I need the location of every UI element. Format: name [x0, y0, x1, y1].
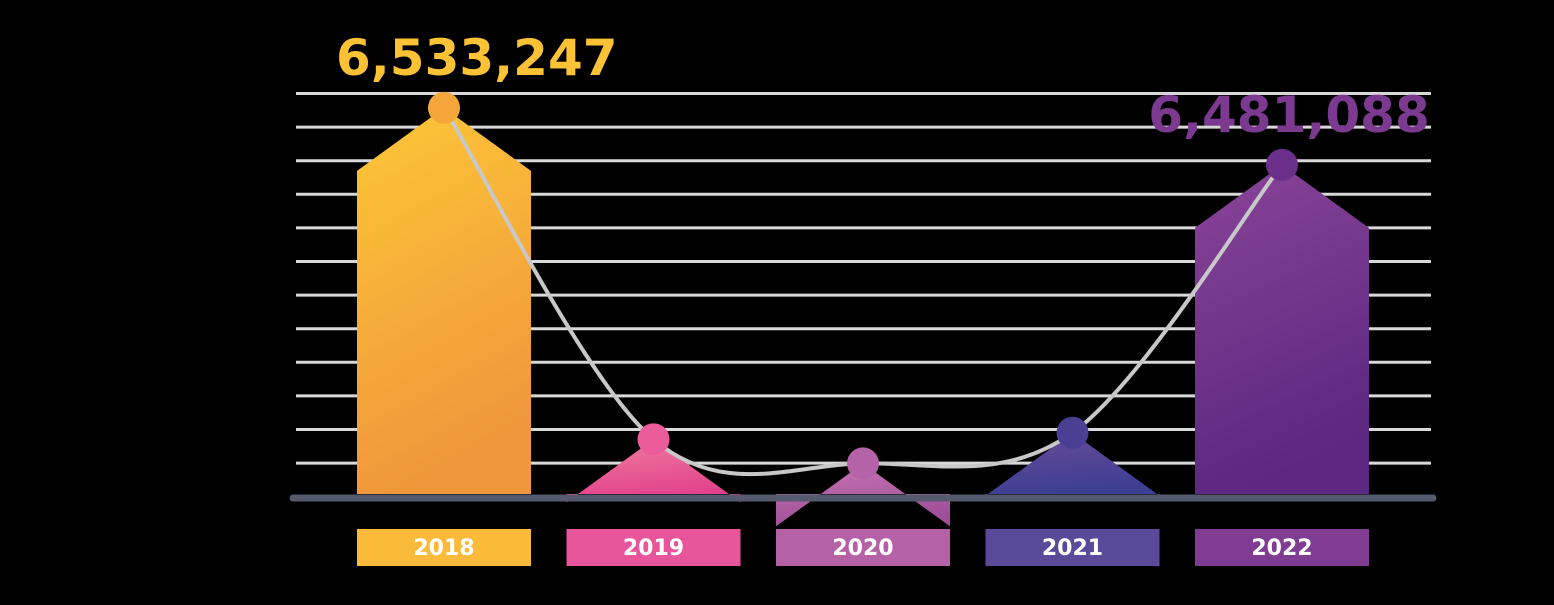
year-label-text: 2019: [623, 536, 684, 561]
year-label-bg: [776, 529, 950, 566]
year-label-text: 2018: [413, 536, 474, 561]
trend-line: [442, 106, 1284, 477]
x-tick-labels: 2018 2019 2020 2021 2022: [357, 529, 1369, 566]
data-point-2019: [637, 423, 670, 456]
bar-2021: [985, 432, 1160, 496]
year-label-text: 2022: [1251, 536, 1312, 561]
year-label-2020: 2020: [776, 529, 950, 566]
year-label-2019: 2019: [566, 529, 741, 566]
year-label-bg: [1195, 529, 1369, 566]
year-label-2018: 2018: [357, 529, 531, 566]
data-point-2018: [428, 91, 460, 124]
year-label-text: 2021: [1042, 536, 1103, 561]
bar-2018: [357, 107, 531, 494]
year-label-2022: 2022: [1195, 529, 1369, 566]
bar-2022: [1195, 164, 1369, 494]
data-point-2022: [1266, 148, 1298, 181]
data-labels: 6,533,247 6,481,088: [336, 29, 1430, 144]
year-label-bg: [357, 529, 531, 566]
year-label-bg: [985, 529, 1160, 566]
data-point-2020: [847, 447, 879, 480]
bars: [357, 107, 1369, 527]
data-label-2018: 6,533,247: [336, 29, 618, 87]
bar-2019: [566, 439, 741, 503]
year-label-2021: 2021: [985, 529, 1160, 566]
data-label-2022: 6,481,088: [1148, 86, 1430, 144]
data-point-2021: [1056, 416, 1089, 449]
year-label-bg: [566, 529, 741, 566]
data-points: [428, 91, 1298, 480]
year-label-text: 2020: [832, 536, 893, 561]
